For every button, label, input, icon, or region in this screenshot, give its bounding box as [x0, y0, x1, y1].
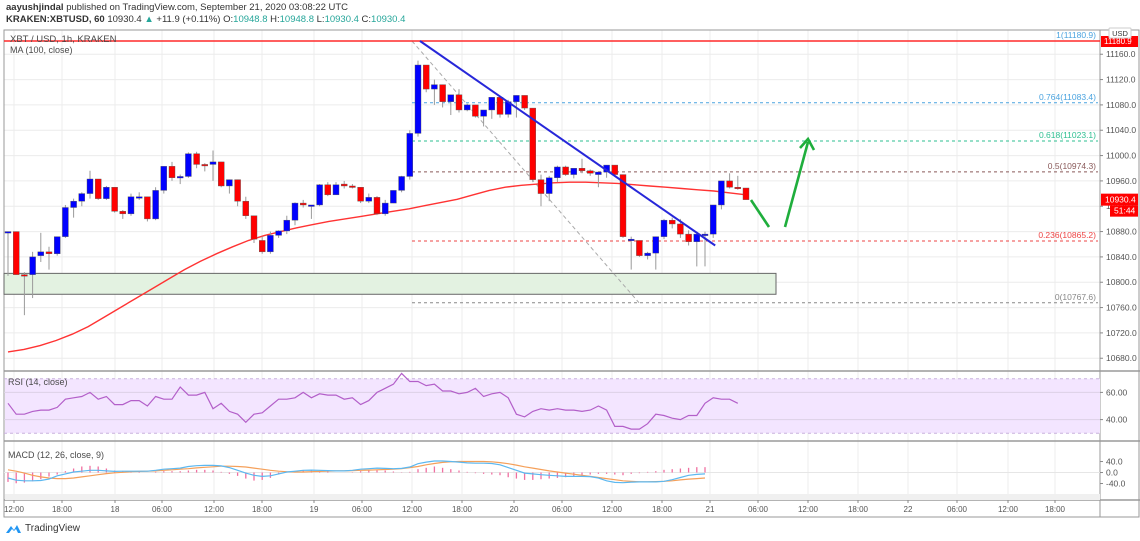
symbol-info-bar: KRAKEN:XBTUSD, 60 10930.4 ▲ +11.9 (+0.11…: [6, 14, 405, 25]
svg-text:10680.0: 10680.0: [1106, 353, 1137, 363]
svg-text:11180.9: 11180.9: [1104, 37, 1132, 46]
svg-text:10840.0: 10840.0: [1106, 252, 1137, 262]
svg-text:19: 19: [310, 505, 319, 514]
svg-text:06:00: 06:00: [748, 505, 769, 514]
close-label: C:: [361, 14, 372, 25]
svg-text:18:00: 18:00: [1045, 505, 1066, 514]
svg-text:22: 22: [904, 505, 913, 514]
svg-text:12:00: 12:00: [798, 505, 819, 514]
svg-text:11160.0: 11160.0: [1106, 49, 1136, 59]
svg-text:21: 21: [706, 505, 715, 514]
svg-text:51:44: 51:44: [1114, 206, 1136, 216]
svg-text:60.00: 60.00: [1106, 387, 1128, 397]
svg-text:0.618(11023.1): 0.618(11023.1): [1039, 130, 1096, 140]
svg-text:1(11180.9): 1(11180.9): [1056, 30, 1096, 40]
svg-text:40.0: 40.0: [1106, 457, 1123, 467]
low-value: 10930.4: [324, 14, 359, 25]
svg-text:18:00: 18:00: [652, 505, 673, 514]
svg-text:10930.4: 10930.4: [1105, 195, 1136, 205]
rsi-legend[interactable]: RSI (14, close): [8, 377, 68, 387]
symbol-label: KRAKEN:XBTUSD, 60: [6, 14, 105, 25]
ma-legend[interactable]: MA (100, close): [10, 45, 73, 55]
main-pane-title: XBT / USD, 1h, KRAKEN: [10, 34, 117, 45]
price-scale[interactable]: 10680.0 10720.0 10760.0 10800.0 10840.0 10880…: [1100, 49, 1137, 489]
publish-info: aayushjindal published on TradingView.co…: [6, 2, 348, 13]
fibonacci-retracement[interactable]: 1(11180.9) 0.764(11083.4) 0.618(11023.1) 0.…: [411, 30, 1098, 304]
high-value: 10948.8: [279, 14, 314, 25]
svg-text:11040.0: 11040.0: [1106, 125, 1136, 135]
tradingview-brand: TradingView: [25, 523, 81, 534]
svg-text:-40.0: -40.0: [1106, 479, 1126, 489]
svg-text:06:00: 06:00: [947, 505, 968, 514]
svg-text:06:00: 06:00: [352, 505, 373, 514]
macd-legend[interactable]: MACD (12, 26, close, 9): [8, 450, 105, 460]
svg-text:12:00: 12:00: [204, 505, 225, 514]
svg-text:0.5(10974.3): 0.5(10974.3): [1048, 161, 1096, 171]
svg-text:12:00: 12:00: [4, 505, 25, 514]
svg-text:20: 20: [510, 505, 519, 514]
low-label: L:: [316, 14, 325, 25]
bearish-trendline[interactable]: [419, 40, 716, 247]
support-zone: [3, 272, 777, 295]
svg-text:12:00: 12:00: [402, 505, 423, 514]
open-label: O:: [223, 14, 234, 25]
svg-text:0(10767.6): 0(10767.6): [1055, 292, 1096, 302]
svg-text:0.0: 0.0: [1106, 468, 1118, 478]
open-value: 10948.8: [233, 14, 268, 25]
svg-text:12:00: 12:00: [602, 505, 623, 514]
close-value: 10930.4: [371, 14, 406, 25]
svg-text:40.00: 40.00: [1106, 415, 1128, 425]
publish-text: published on TradingView.com, September …: [66, 2, 349, 13]
svg-text:06:00: 06:00: [152, 505, 173, 514]
macd-lines: [4, 460, 1100, 500]
svg-text:12:00: 12:00: [998, 505, 1019, 514]
svg-text:USD: USD: [1112, 29, 1128, 38]
price-change: +11.9 (+0.11%): [156, 14, 221, 25]
svg-text:18:00: 18:00: [252, 505, 273, 514]
tradingview-cloud-icon: [6, 525, 21, 533]
svg-text:11120.0: 11120.0: [1106, 75, 1136, 85]
candlesticks: [4, 60, 750, 316]
svg-text:18:00: 18:00: [452, 505, 473, 514]
time-scale[interactable]: 12:00 18:00 18 06:00 12:00 18:00 19 06:00 12:00 1…: [4, 500, 1066, 514]
svg-text:11080.0: 11080.0: [1106, 100, 1136, 110]
svg-text:18:00: 18:00: [848, 505, 869, 514]
svg-text:18:00: 18:00: [52, 505, 73, 514]
svg-text:10720.0: 10720.0: [1106, 328, 1137, 338]
rsi-line: [7, 372, 739, 430]
svg-text:11000.0: 11000.0: [1106, 151, 1136, 161]
author-name[interactable]: aayushjindal: [6, 2, 64, 13]
svg-text:0.764(11083.4): 0.764(11083.4): [1039, 92, 1096, 102]
rsi-band: [4, 378, 1100, 434]
svg-text:0.236(10865.2): 0.236(10865.2): [1038, 230, 1096, 240]
svg-text:10760.0: 10760.0: [1106, 303, 1137, 313]
change-up-icon: ▲: [144, 14, 154, 25]
svg-text:10960.0: 10960.0: [1106, 176, 1137, 186]
svg-text:10800.0: 10800.0: [1106, 277, 1137, 287]
svg-text:10880.0: 10880.0: [1106, 227, 1137, 237]
last-price: 10930.4: [107, 14, 142, 25]
svg-text:18: 18: [111, 505, 120, 514]
projection-arrows[interactable]: [749, 136, 816, 228]
svg-text:06:00: 06:00: [552, 505, 573, 514]
high-label: H:: [270, 14, 280, 25]
tradingview-logo[interactable]: TradingView: [4, 523, 80, 534]
